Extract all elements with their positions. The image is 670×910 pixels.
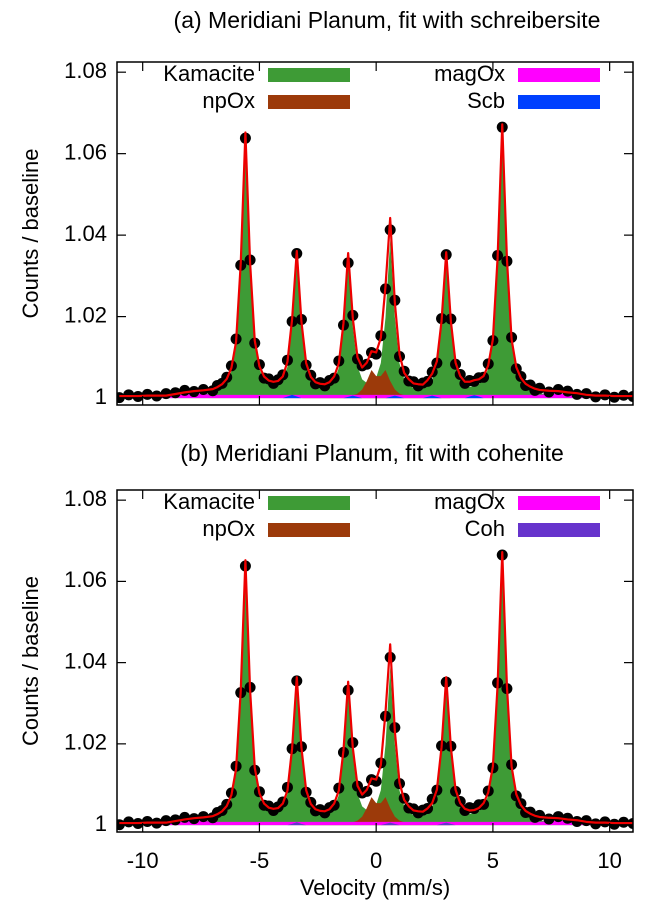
data-point xyxy=(543,386,555,398)
legend-label: Scb xyxy=(467,88,505,113)
data-point xyxy=(571,388,583,400)
data-point xyxy=(580,815,592,827)
y-tick-label: 1 xyxy=(95,384,107,409)
legend-swatch xyxy=(518,95,600,109)
y-tick-label: 1.02 xyxy=(64,302,107,327)
component-area xyxy=(119,369,633,399)
x-tick-label: 5 xyxy=(487,848,499,873)
data-point xyxy=(141,388,153,400)
chart-title: (a) Meridiani Planum, fit with schreiber… xyxy=(174,7,601,33)
component-area xyxy=(119,393,633,399)
data-point xyxy=(141,815,153,827)
y-tick-label: 1.08 xyxy=(64,486,107,511)
legend-label: Kamacite xyxy=(163,61,255,86)
data-point xyxy=(608,391,620,403)
y-tick-label: 1.08 xyxy=(64,58,107,83)
y-tick-label: 1.06 xyxy=(64,567,107,592)
data-point xyxy=(552,811,564,823)
y-tick-label: 1.04 xyxy=(64,648,107,673)
legend-swatch xyxy=(268,68,350,82)
legend-label: magOx xyxy=(434,61,505,86)
data-point xyxy=(160,815,172,827)
data-point xyxy=(562,812,574,824)
fit-line xyxy=(119,123,633,398)
plot-area xyxy=(117,549,633,831)
data-point xyxy=(179,811,191,823)
y-tick-label: 1.04 xyxy=(64,221,107,246)
legend-swatch xyxy=(518,523,600,537)
x-tick-label: -5 xyxy=(250,848,270,873)
plot-border xyxy=(116,489,634,833)
data-point xyxy=(543,813,555,825)
legend-swatch xyxy=(518,496,600,510)
data-point xyxy=(562,385,574,397)
legend-label: Coh xyxy=(465,516,505,541)
chart-title: (b) Meridiani Planum, fit with cohenite xyxy=(180,440,564,466)
legend-swatch xyxy=(268,523,350,537)
data-point xyxy=(123,816,135,828)
data-point xyxy=(590,391,602,403)
data-point xyxy=(160,388,172,400)
legend-swatch xyxy=(268,496,350,510)
data-point xyxy=(580,388,592,400)
y-tick-label: 1 xyxy=(95,811,107,836)
y-axis-label: Counts / baseline xyxy=(18,149,43,319)
data-point xyxy=(590,818,602,830)
x-tick-label: -10 xyxy=(127,848,159,873)
legend-label: npOx xyxy=(202,516,255,541)
data-point xyxy=(552,384,564,396)
panel: (b) Meridiani Planum, fit with cohenite C… xyxy=(18,440,634,900)
legend-swatch xyxy=(518,68,600,82)
fit-line xyxy=(119,551,633,825)
plot-area xyxy=(117,121,633,404)
data-point xyxy=(179,384,191,396)
component-area xyxy=(119,797,633,826)
x-axis-label: Velocity (mm/s) xyxy=(300,875,450,900)
x-tick-label: 10 xyxy=(597,848,621,873)
plot-border xyxy=(116,61,634,406)
legend-label: npOx xyxy=(202,88,255,113)
legend-swatch xyxy=(268,95,350,109)
panel: (a) Meridiani Planum, fit with schreiber… xyxy=(18,7,634,409)
legend-label: Kamacite xyxy=(163,489,255,514)
y-tick-label: 1.06 xyxy=(64,139,107,164)
data-point xyxy=(608,818,620,830)
y-tick-label: 1.02 xyxy=(64,730,107,755)
data-point xyxy=(571,815,583,827)
y-axis-label: Counts / baseline xyxy=(18,576,43,746)
x-tick-label: 0 xyxy=(370,848,382,873)
component-area xyxy=(119,820,633,826)
legend-label: magOx xyxy=(434,489,505,514)
